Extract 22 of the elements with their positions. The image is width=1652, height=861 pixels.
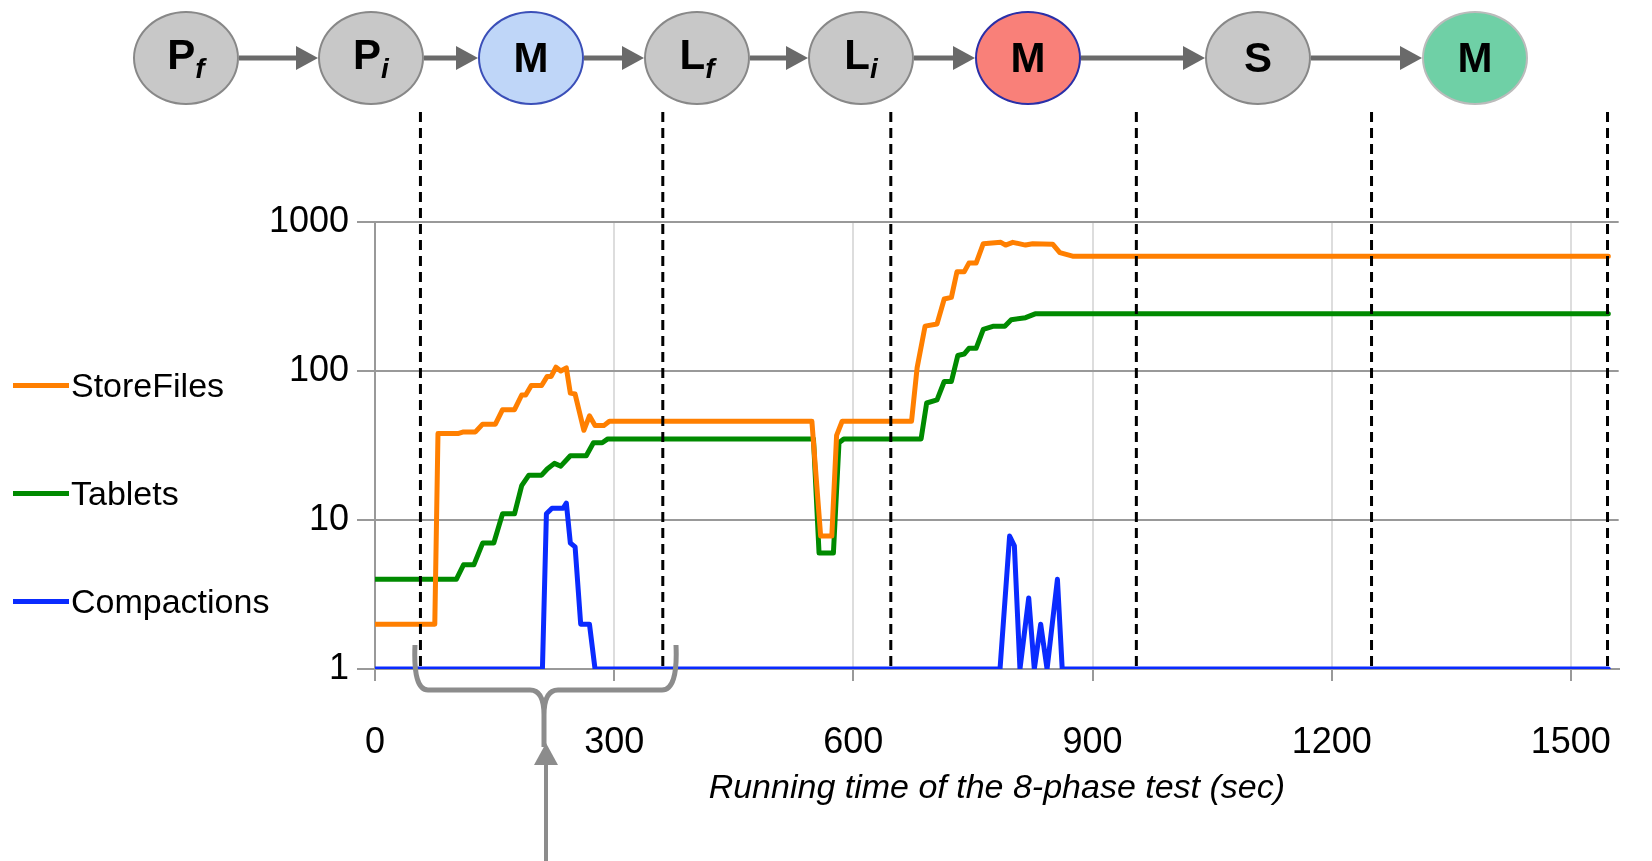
legend-label: StoreFiles bbox=[71, 366, 225, 405]
y-tick-label: 100 bbox=[288, 347, 349, 389]
x-tick-label: 1200 bbox=[1291, 719, 1372, 761]
x-tick-label: 1500 bbox=[1530, 719, 1611, 761]
legend-label: Compactions bbox=[71, 582, 270, 621]
circle-node: M bbox=[478, 11, 584, 105]
circle-node: L$_{i}$ bbox=[808, 11, 914, 105]
circle-node: S bbox=[1205, 11, 1311, 105]
y-tick-label: 1000 bbox=[268, 198, 349, 240]
y-tick-label: 10 bbox=[308, 496, 349, 538]
circle-node: M bbox=[975, 11, 1081, 105]
x-tick-label: 0 bbox=[364, 719, 386, 761]
circle-node: P$_{i}$ bbox=[318, 11, 424, 105]
legend-label: Tablets bbox=[71, 474, 179, 513]
circle-node: P$_{f}$ bbox=[133, 11, 239, 105]
circle-node: L$_{f}$ bbox=[644, 11, 750, 105]
x-tick-label: 600 bbox=[823, 719, 884, 761]
x-tick-label: 300 bbox=[584, 719, 645, 761]
x-axis-title: Running time of the 8-phase test (sec) bbox=[708, 767, 1286, 806]
y-tick-label: 1 bbox=[328, 645, 349, 687]
x-tick-label: 900 bbox=[1062, 719, 1123, 761]
circle-node: M bbox=[1422, 11, 1528, 105]
